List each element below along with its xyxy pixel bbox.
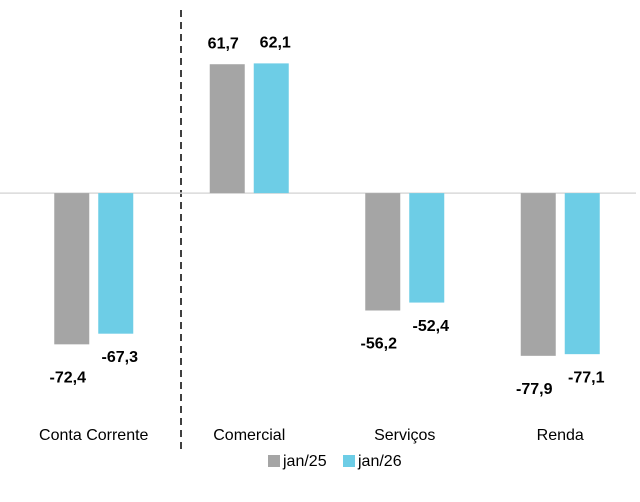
bar [564,193,600,355]
bar [409,193,445,303]
value-label: -77,9 [516,381,553,398]
x-tick-label: Renda [537,427,584,444]
legend-swatch [268,455,280,467]
value-label: -72,4 [50,370,87,387]
bar [365,193,401,311]
x-tick-label: Comercial [213,427,285,444]
bar [54,193,90,345]
value-label: -67,3 [102,349,139,366]
value-label: -52,4 [413,318,450,335]
x-tick-label: Conta Corrente [39,427,148,444]
bar [520,193,556,356]
x-tick-label: Serviços [374,427,435,444]
legend-label: jan/25 [282,453,327,470]
legend-label: jan/26 [357,453,402,470]
bar [98,193,134,334]
value-label: -77,1 [568,369,605,386]
bar [209,64,245,194]
value-label: -56,2 [361,336,398,353]
value-label: 61,7 [208,35,239,52]
value-label: 62,1 [260,35,291,52]
legend-swatch [343,455,355,467]
bar [253,63,289,194]
